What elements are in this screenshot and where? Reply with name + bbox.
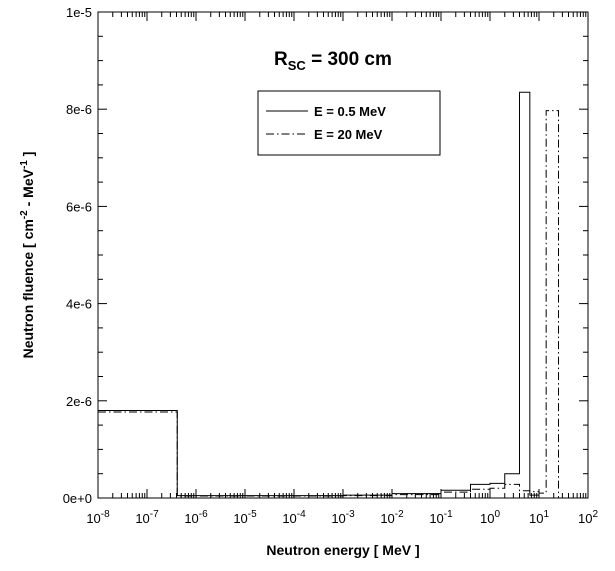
- x-tick-label-exp: 2: [592, 509, 598, 520]
- x-tick-label-3: 10-5: [233, 509, 257, 526]
- x-tick-label-7: 10-1: [429, 509, 453, 526]
- x-tick-label-exp: 0: [494, 509, 500, 520]
- legend: E = 0.5 MeV E = 20 MeV: [257, 90, 441, 156]
- legend-box: [257, 90, 441, 156]
- legend-entry-1: E = 20 MeV: [314, 127, 383, 142]
- y-axis-title-start: Neutron fluence [ cm: [20, 219, 36, 358]
- y-tick-label-0: 0e+0: [63, 491, 92, 506]
- x-tick-label-base: 10: [184, 511, 198, 526]
- minor-ticks: [98, 12, 588, 498]
- x-tick-label-exp: -6: [199, 509, 208, 520]
- major-ticks: [97, 11, 589, 499]
- y-axis-title-sup1: -2: [19, 210, 30, 219]
- rsc-annotation: RSC = 300 cm: [274, 49, 392, 73]
- y-tick-label-1: 2e-6: [66, 394, 92, 409]
- x-axis-title: Neutron energy [ MeV ]: [266, 542, 419, 558]
- y-tick-label-5: 1e-5: [66, 5, 92, 20]
- x-tick-label-8: 100: [480, 509, 500, 526]
- y-axis-title-sup2: -1: [19, 160, 30, 169]
- y-tick-label-2: 4e-6: [66, 297, 92, 312]
- rsc-main: R: [274, 49, 288, 70]
- y-tick-label-3: 6e-6: [66, 199, 92, 214]
- x-tick-label-exp: -8: [101, 509, 110, 520]
- x-tick-label-base: 10: [135, 511, 149, 526]
- y-axis-title: Neutron fluence [ cm-2 - MeV-1 ]: [19, 152, 36, 359]
- legend-entry-0: E = 0.5 MeV: [314, 104, 386, 119]
- rsc-value: = 300 cm: [306, 49, 392, 70]
- y-tick-labels: 0e+0 2e-6 4e-6 6e-6 8e-6 1e-5: [63, 5, 92, 506]
- y-axis-title-mid: - MeV: [20, 168, 36, 210]
- x-tick-label-base: 10: [429, 511, 443, 526]
- x-tick-label-6: 10-2: [380, 509, 404, 526]
- x-tick-label-10: 102: [578, 509, 598, 526]
- x-tick-label-base: 10: [282, 511, 296, 526]
- x-tick-label-exp: -5: [248, 509, 257, 520]
- x-tick-label-base: 10: [578, 511, 592, 526]
- y-axis-title-end: ]: [20, 152, 36, 161]
- x-tick-label-exp: -7: [150, 509, 159, 520]
- x-tick-label-9: 101: [529, 509, 549, 526]
- y-tick-label-4: 8e-6: [66, 102, 92, 117]
- x-tick-labels: 10-8 10-7 10-6 10-5 10-4 10-3 10-2 10-1 100 101 10…: [86, 509, 598, 526]
- x-tick-label-5: 10-3: [331, 509, 355, 526]
- x-tick-label-4: 10-4: [282, 509, 306, 526]
- x-tick-label-base: 10: [233, 511, 247, 526]
- x-tick-label-exp: -2: [395, 509, 404, 520]
- x-tick-label-base: 10: [529, 511, 543, 526]
- x-tick-label-base: 10: [86, 511, 100, 526]
- x-tick-label-2: 10-6: [184, 509, 208, 526]
- series-1-line: [98, 110, 559, 498]
- plot-frame: [97, 11, 589, 499]
- x-tick-label-0: 10-8: [86, 509, 110, 526]
- x-tick-label-exp: -3: [346, 509, 355, 520]
- x-tick-label-exp: 1: [543, 509, 549, 520]
- series-layer: [98, 91, 559, 498]
- x-tick-label-1: 10-7: [135, 509, 159, 526]
- x-tick-label-exp: -1: [444, 509, 453, 520]
- x-tick-label-base: 10: [380, 511, 394, 526]
- x-tick-label-base: 10: [331, 511, 345, 526]
- x-tick-label-base: 10: [480, 511, 494, 526]
- x-tick-label-exp: -4: [297, 509, 306, 520]
- rsc-subscript: SC: [288, 58, 307, 73]
